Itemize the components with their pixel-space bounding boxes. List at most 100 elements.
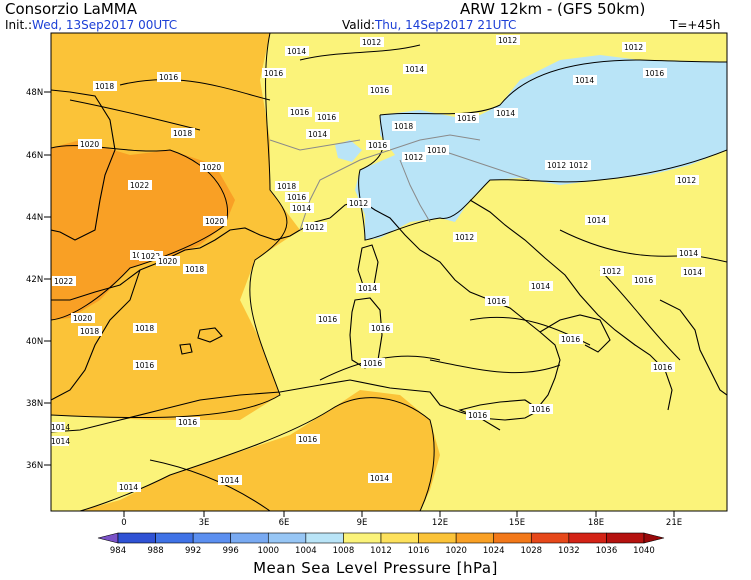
contour-label: 1014 <box>368 473 392 483</box>
colorbar-cell <box>455 532 495 544</box>
colorbar-cell <box>643 532 665 544</box>
valid-label: Valid: <box>342 18 375 32</box>
contour-label: 1016 <box>368 85 392 95</box>
colorbar-label: 1024 <box>483 546 505 556</box>
colorbar-cell <box>305 532 344 544</box>
svg-text:1010: 1010 <box>427 146 446 155</box>
map-frame <box>50 32 728 512</box>
lat-axis: 48N 46N 44N 42N 40N 38N 36N <box>26 88 51 471</box>
contour-label: 1010 <box>425 145 449 155</box>
lon-tick: 9E <box>357 518 368 528</box>
svg-text:1020: 1020 <box>80 140 99 149</box>
valid-time: Valid:Thu, 14Sep2017 21UTC <box>342 18 516 32</box>
contour-label: 1016 <box>133 360 157 370</box>
contour-label: 1018 <box>275 181 299 191</box>
svg-text:1020: 1020 <box>158 257 177 266</box>
svg-text:1014: 1014 <box>119 483 138 492</box>
colorbar-label: 984 <box>110 546 126 556</box>
contour-label: 1022 <box>128 180 152 190</box>
contour-label: 1014 <box>218 475 242 485</box>
contour-label: 1012 <box>675 175 699 185</box>
svg-text:1016: 1016 <box>370 86 389 95</box>
svg-text:1016: 1016 <box>264 69 283 78</box>
colorbar-cell <box>418 532 457 544</box>
lon-tick: 0 <box>121 518 126 528</box>
contour-label: 1014 <box>573 75 597 85</box>
contour-label: 1014 <box>585 215 609 225</box>
svg-text:1014: 1014 <box>405 65 424 74</box>
model-title: ARW 12km - (GFS 50km) <box>460 0 646 18</box>
svg-text:1016: 1016 <box>317 113 336 122</box>
contour-label: 1016 <box>176 417 200 427</box>
colorbar-cell <box>493 532 532 544</box>
svg-text:1016: 1016 <box>468 411 487 420</box>
colorbar-cell <box>568 532 607 544</box>
contour-labels: 1012 1012 1014 1012 1016 1016 1018 1016 … <box>51 35 705 492</box>
lat-tick: 38N <box>26 399 43 409</box>
colorbar-label: 1004 <box>295 546 317 556</box>
svg-text:1016: 1016 <box>653 363 672 372</box>
svg-text:1012: 1012 <box>677 176 696 185</box>
svg-text:1016: 1016 <box>487 297 506 306</box>
lon-tick: 21E <box>666 518 682 528</box>
colorbar-label: 1020 <box>445 546 467 556</box>
svg-text:1012: 1012 <box>602 267 621 276</box>
init-label: Init.: <box>5 18 33 32</box>
svg-text:1012: 1012 <box>349 199 368 208</box>
contour-label: 1014 <box>403 64 427 74</box>
lat-tick: 46N <box>26 151 43 161</box>
svg-text:1020: 1020 <box>205 217 224 226</box>
contour-label: 1018 <box>183 264 207 274</box>
contour-label: 1016 <box>455 113 479 123</box>
svg-text:1018: 1018 <box>173 129 192 138</box>
lat-tick: 42N <box>26 275 43 285</box>
contour-label: 1016 <box>651 362 675 372</box>
contour-label: 1016 <box>632 275 656 285</box>
svg-text:1012: 1012 <box>404 153 423 162</box>
contour-label: 1016 <box>466 410 490 420</box>
svg-text:1014: 1014 <box>292 204 311 213</box>
svg-text:1016: 1016 <box>371 324 390 333</box>
svg-text:1016: 1016 <box>457 114 476 123</box>
contour-label: 1018 <box>171 128 195 138</box>
contour-label: 1012 <box>453 232 477 242</box>
contour-label: 1020 <box>71 313 95 323</box>
colorbar-label: 1000 <box>257 546 279 556</box>
contour-label: 1016 <box>315 112 339 122</box>
contour-label: 1014 <box>529 281 553 291</box>
svg-text:1018: 1018 <box>95 82 114 91</box>
svg-text:1016: 1016 <box>290 108 309 117</box>
contour-label: 1016 <box>288 107 312 117</box>
contour-label: 1016 <box>296 434 320 444</box>
svg-text:1014: 1014 <box>496 109 515 118</box>
svg-text:1016: 1016 <box>634 276 653 285</box>
contour-label: 1018 <box>133 323 157 333</box>
colorbar-title: Mean Sea Level Pressure [hPa] <box>253 559 498 577</box>
contour-label: 1012 <box>622 42 646 52</box>
colorbar-cell <box>343 532 382 544</box>
colorbar-label: 1016 <box>408 546 430 556</box>
lon-tick: 3E <box>199 518 210 528</box>
svg-text:1022: 1022 <box>130 181 149 190</box>
contour-label: 1020 <box>78 139 102 149</box>
contour-label: 1016 <box>157 72 181 82</box>
colorbar: 984 988 992 996 1000 1004 1008 1012 1016 1020 1024… <box>97 532 665 556</box>
colorbar-label: 988 <box>147 546 163 556</box>
contour-label: 1014 <box>494 108 518 118</box>
map-field: 1012 1012 1014 1012 1016 1016 1018 1016 … <box>51 33 727 511</box>
lon-tick: 6E <box>279 518 290 528</box>
svg-text:1014: 1014 <box>358 284 377 293</box>
svg-text:1012: 1012 <box>362 38 381 47</box>
lon-tick: 12E <box>432 518 448 528</box>
contour-label: 1014 <box>356 283 380 293</box>
colorbar-cell <box>117 532 156 544</box>
contour-label: 1018 <box>93 81 117 91</box>
lead-time: T=+45h <box>670 18 721 32</box>
valid-value: Thu, 14Sep2017 21UTC <box>374 18 517 32</box>
contour-label: 1012 <box>347 198 371 208</box>
contour-label: 1020 <box>200 162 224 172</box>
colorbar-cell <box>530 532 570 544</box>
colorbar-cell <box>97 532 119 544</box>
svg-text:1014: 1014 <box>51 423 70 432</box>
svg-text:1016: 1016 <box>159 73 178 82</box>
